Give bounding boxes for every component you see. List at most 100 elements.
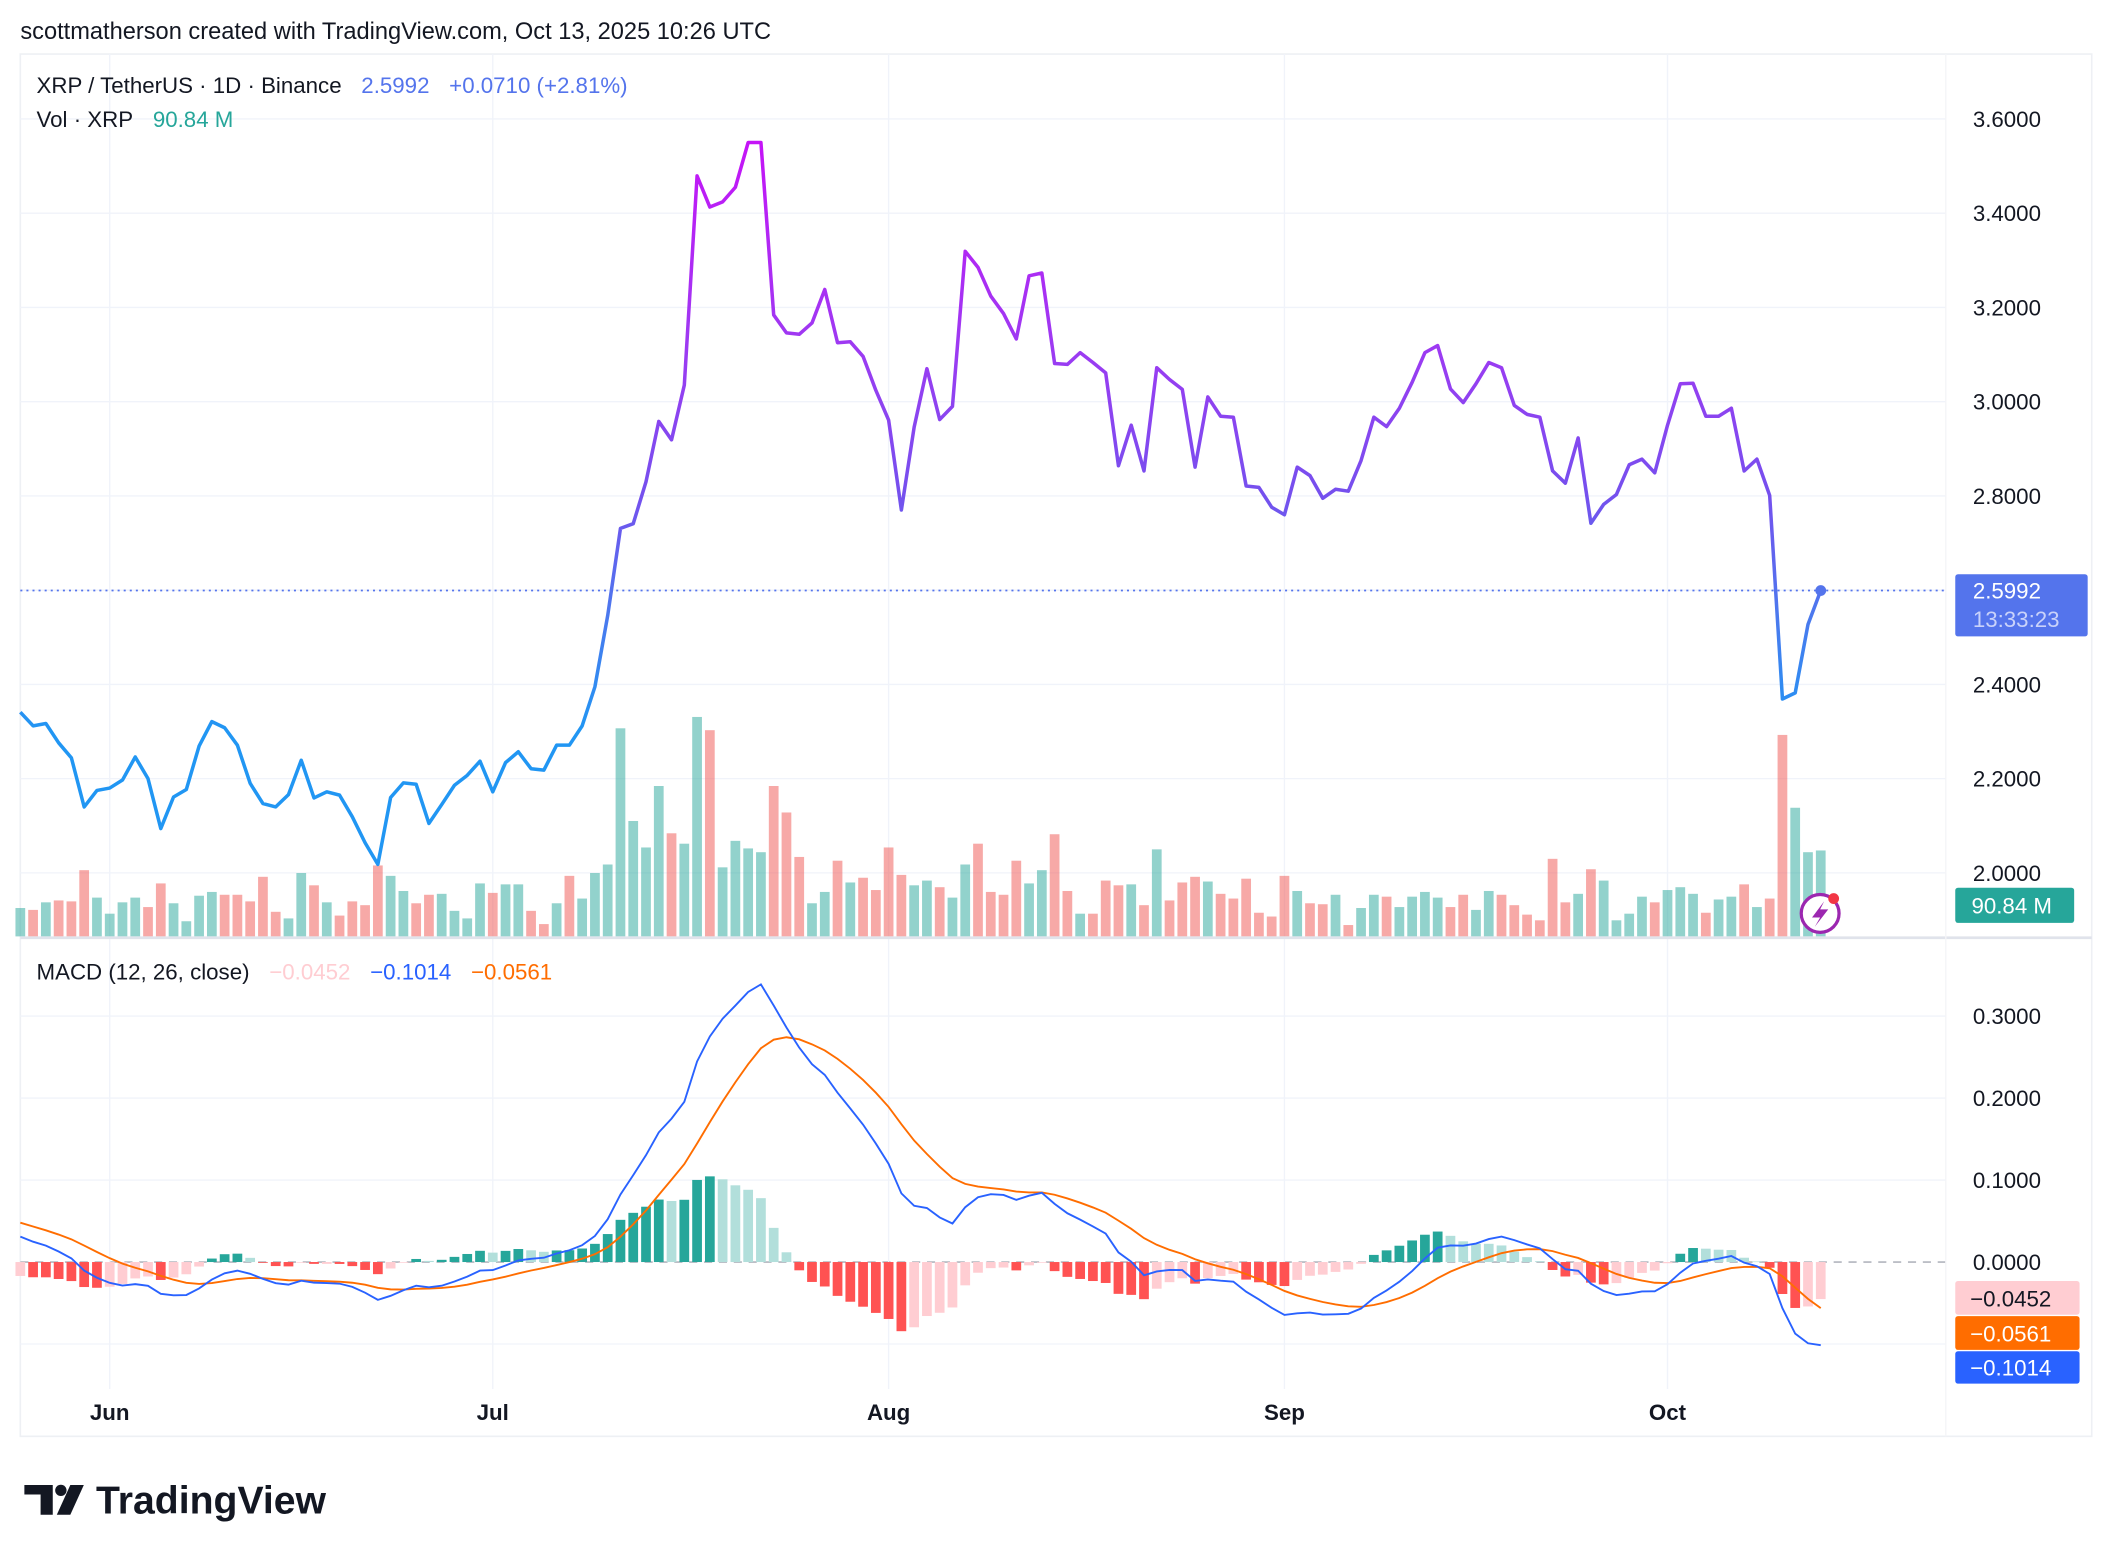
last-price-tag-countdown: 13:33:23: [1973, 607, 2060, 632]
macd-histogram-bar: [1598, 1262, 1609, 1285]
macd-histogram-bar: [117, 1262, 128, 1284]
volume-bar: [1726, 896, 1737, 937]
macd-histogram-bar: [858, 1262, 868, 1307]
macd-histogram-bar: [40, 1262, 51, 1278]
macd-histogram-bar: [1075, 1262, 1086, 1279]
macd-histogram-bar: [1215, 1262, 1226, 1276]
volume-bar: [1560, 902, 1571, 937]
macd-histogram-bar: [1483, 1243, 1494, 1263]
volume-bar: [1637, 896, 1647, 937]
macd-histogram-bar: [1471, 1243, 1481, 1263]
symbol-legend[interactable]: XRP / TetherUS · 1D · Binance 2.5992 +0.…: [37, 73, 628, 98]
macd-axis[interactable]: 0.3000 0.2000 0.1000 0.0000: [1973, 1004, 2041, 1275]
macd-histogram-bar: [270, 1262, 281, 1267]
macd-histogram-bar: [960, 1262, 971, 1286]
volume-bar: [258, 876, 268, 937]
volume-bar: [40, 902, 51, 937]
macd-line: [19, 983, 1821, 1347]
volume-bar: [270, 911, 281, 937]
volume-bar: [1279, 875, 1290, 937]
volume-bar: [1688, 893, 1698, 937]
volume-bar: [385, 875, 396, 937]
macd-axis-label: 0.3000: [1973, 1004, 2041, 1029]
macd-histogram-bar: [1803, 1262, 1813, 1307]
attribution-text: scottmatherson created with TradingView.…: [20, 19, 771, 45]
volume-bar: [1228, 898, 1239, 937]
macd-histogram-bar: [1113, 1262, 1124, 1294]
macd-histogram-bar: [1266, 1262, 1277, 1285]
volume-bar: [79, 870, 90, 937]
macd-histogram-bar: [1586, 1262, 1596, 1283]
macd-histogram-bar: [1509, 1251, 1520, 1263]
time-axis-label: Sep: [1264, 1400, 1305, 1425]
volume-bar: [117, 902, 128, 937]
macd-histogram-bar: [1662, 1262, 1673, 1264]
macd-histogram-bar: [1356, 1262, 1366, 1264]
volume-bar: [1573, 893, 1583, 937]
macd-histogram-tag: −0.0452: [1970, 1287, 2051, 1312]
price-axis[interactable]: 3.6000 3.4000 3.2000 3.0000 2.8000 2.4000 2.20…: [1973, 107, 2041, 886]
volume-bar: [1049, 834, 1060, 937]
macd-histogram-bar: [628, 1212, 639, 1263]
volume-bar: [590, 873, 600, 937]
volume-bar: [641, 847, 651, 937]
volume-legend[interactable]: Vol · XRP 90.84 M: [37, 107, 234, 132]
macd-signal-line: [20, 1036, 1822, 1309]
volume-bar: [1598, 880, 1609, 937]
volume-bar: [1177, 882, 1188, 937]
volume-bar: [564, 875, 575, 937]
volume-bar: [1394, 907, 1405, 937]
volume-bar: [1113, 885, 1124, 937]
volume-bar: [845, 882, 856, 937]
lightning-bolt-circle-icon[interactable]: [1799, 892, 1841, 934]
macd-histogram-bar: [819, 1262, 830, 1287]
macd-legend[interactable]: MACD (12, 26, close) −0.0452 −0.1014 −0.…: [37, 960, 553, 985]
macd-histogram-bar: [1675, 1253, 1686, 1263]
macd-histogram-bar: [1547, 1262, 1558, 1270]
volume-bar: [1496, 894, 1507, 937]
time-axis-label: Jun: [90, 1400, 130, 1425]
volume-bar: [1713, 899, 1724, 937]
macd-histogram-value: −0.0452: [269, 960, 350, 985]
macd-histogram-bar: [143, 1262, 153, 1277]
volume-bar: [411, 903, 422, 937]
volume-bar: [679, 843, 690, 937]
volume-bar: [615, 728, 626, 937]
volume-bar: [28, 909, 38, 937]
macd-signal-tag: −0.0561: [1970, 1322, 2051, 1347]
volume-bar: [334, 915, 345, 937]
volume-bars: [15, 716, 1826, 937]
macd-histogram-bar: [998, 1262, 1009, 1268]
volume-bar: [1777, 734, 1788, 937]
macd-histogram-bar: [15, 1262, 26, 1276]
tradingview-logo-text: TradingView: [96, 1479, 327, 1522]
macd-histogram-bar: [1649, 1262, 1660, 1271]
price-axis-label: 3.2000: [1973, 296, 2041, 321]
macd-histogram-bar: [245, 1257, 256, 1263]
macd-histogram-bar: [1624, 1262, 1635, 1278]
volume-bar: [883, 847, 894, 937]
volume-tag-bg: [1955, 887, 2075, 923]
volume-bar: [1624, 913, 1635, 937]
macd-histogram-bar: [1151, 1262, 1162, 1289]
macd-histogram-bar: [1522, 1257, 1532, 1263]
time-axis[interactable]: Jun Jul Aug Sep Oct: [90, 1400, 1687, 1425]
macd-histogram-bar: [1394, 1245, 1405, 1263]
volume-bar: [347, 901, 358, 937]
price-axis-label: 2.8000: [1973, 484, 2041, 509]
volume-bar: [1036, 870, 1047, 937]
macd-histogram-bar: [1292, 1262, 1303, 1280]
volume-bar: [551, 903, 562, 937]
macd-histogram-bar: [704, 1176, 715, 1263]
volume-bar: [104, 913, 115, 937]
volume-bar: [449, 910, 460, 937]
volume-bar: [1407, 896, 1418, 937]
macd-histogram-bar: [896, 1262, 907, 1332]
macd-histogram-bar: [883, 1262, 894, 1319]
macd-histogram-bar: [1088, 1262, 1098, 1282]
volume-bar: [1752, 907, 1762, 937]
macd-histogram-bar: [79, 1262, 90, 1288]
macd-histogram-bar: [807, 1262, 817, 1282]
macd-histogram-bar: [1024, 1262, 1034, 1266]
tradingview-logo[interactable]: TradingView: [24, 1479, 327, 1522]
